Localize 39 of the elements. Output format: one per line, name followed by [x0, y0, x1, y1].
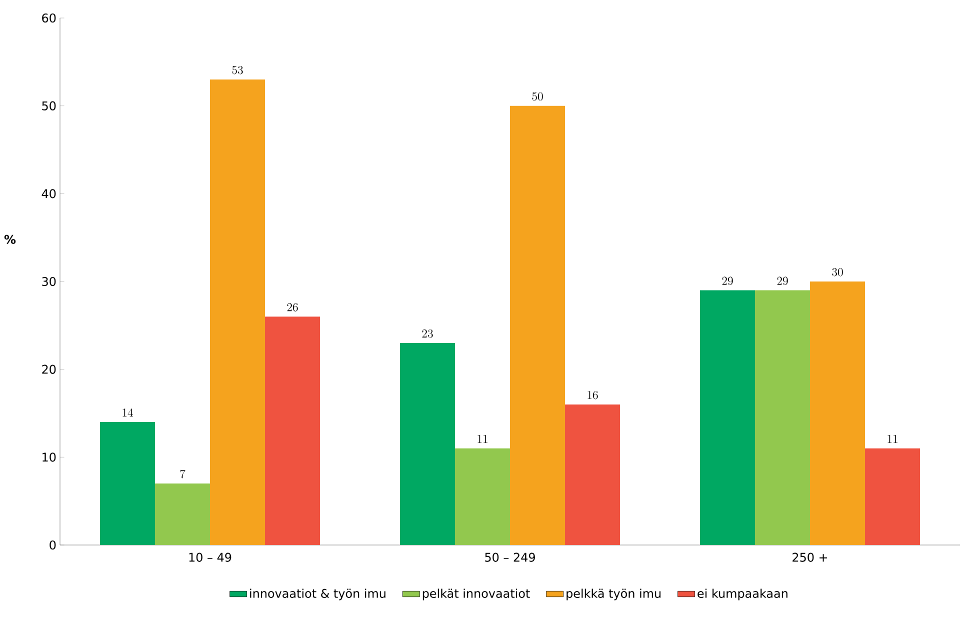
bar	[400, 342, 456, 545]
bar	[155, 484, 210, 545]
bar	[755, 290, 810, 545]
y-tick-label: 0	[50, 540, 56, 550]
legend-label: ei kumpaakaan	[698, 588, 788, 600]
x-tick-label: 10 – 49	[189, 552, 232, 562]
data-label: 50	[532, 92, 543, 101]
bar	[700, 290, 756, 545]
bar	[865, 448, 920, 545]
y-tick-label: 20	[42, 364, 56, 374]
data-label: 23	[422, 330, 433, 338]
bar	[565, 404, 620, 545]
y-tick-label: 30	[42, 276, 56, 286]
legend-label: pelkät innovaatiot	[422, 588, 530, 600]
data-label: 16	[588, 390, 598, 400]
legend-label: innovaatiot & työn imu	[250, 588, 386, 600]
data-label: 29	[722, 276, 733, 286]
bar	[810, 281, 866, 545]
legend-label: pelkkä työn imu	[566, 588, 660, 600]
data-label: 11	[478, 434, 488, 443]
data-label: 11	[888, 434, 898, 443]
bar	[510, 106, 566, 545]
x-tick-label: 250 +	[792, 552, 828, 562]
data-label: 53	[232, 66, 243, 74]
y-axis-title: %	[4, 234, 16, 244]
data-label: 29	[777, 276, 788, 286]
bar	[100, 422, 155, 545]
data-label: 7	[180, 470, 186, 478]
data-label: 14	[122, 408, 134, 417]
x-tick-label: 50 – 249	[485, 552, 535, 562]
data-label: 30	[832, 268, 843, 276]
bar	[265, 316, 320, 545]
y-tick-label: 60	[42, 13, 56, 23]
y-tick-label: 40	[42, 189, 56, 198]
bar	[210, 79, 266, 545]
data-label: 26	[287, 303, 298, 312]
bar	[455, 448, 510, 545]
y-tick-label: 50	[42, 101, 56, 110]
y-tick-label: 10	[42, 452, 56, 462]
